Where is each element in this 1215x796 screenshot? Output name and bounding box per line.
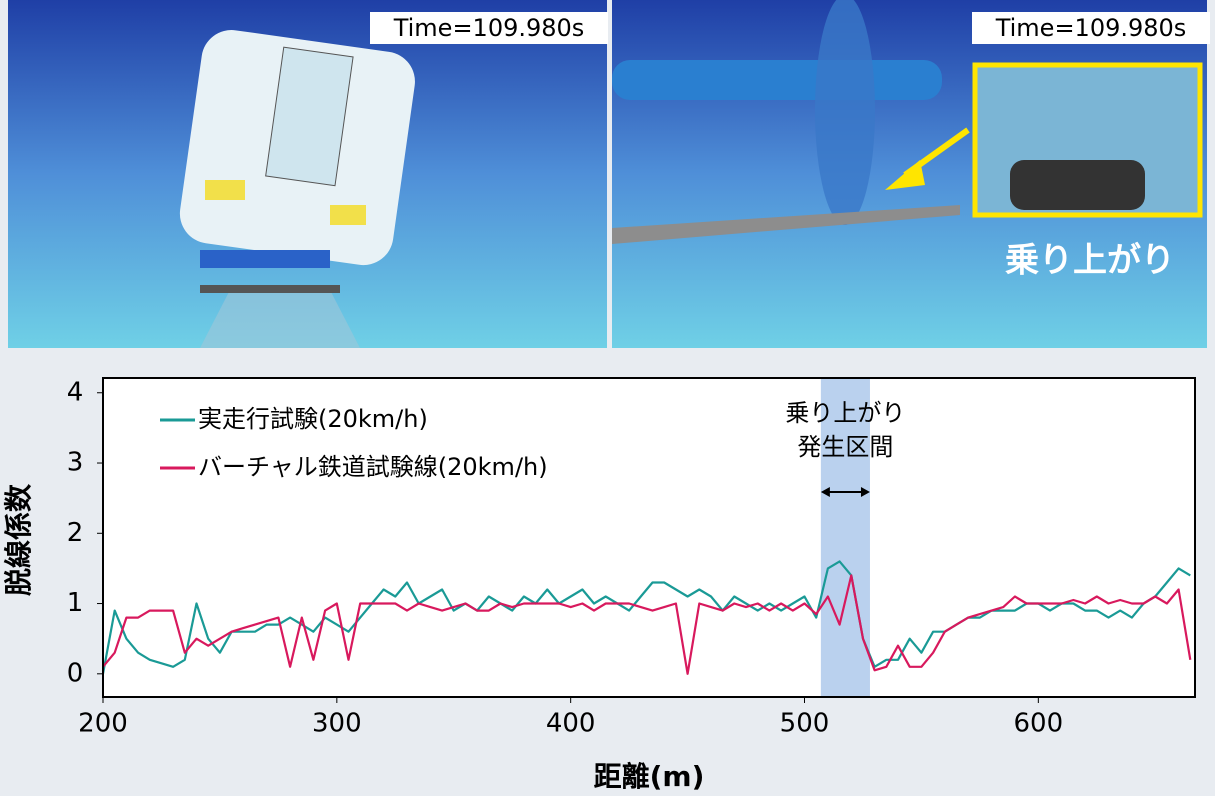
x-tick-label: 200 bbox=[78, 709, 128, 739]
legend-label: 実走行試験(20km/h) bbox=[198, 405, 428, 433]
y-tick-label: 1 bbox=[67, 588, 84, 618]
x-tick-label: 400 bbox=[546, 709, 596, 739]
simulation-right: 乗り上がり bbox=[612, 0, 1207, 348]
x-axis-label: 距離(m) bbox=[594, 760, 705, 793]
legend-label: バーチャル鉄道試験線(20km/h) bbox=[198, 453, 548, 481]
y-tick-label: 4 bbox=[67, 377, 84, 407]
time-label: Time=109.980s bbox=[995, 14, 1187, 42]
annotation: 乗り上がり bbox=[785, 399, 905, 427]
y-axis-label: 脱線係数 bbox=[2, 483, 35, 596]
caption: 乗り上がり bbox=[1005, 241, 1175, 281]
simulation-left bbox=[8, 0, 607, 348]
y-tick-label: 2 bbox=[67, 518, 84, 548]
page: 乗り上がり Time=109.980s Time=109.980s 距離(m) … bbox=[0, 0, 1215, 796]
y-tick-label: 3 bbox=[67, 448, 84, 478]
time-label: Time=109.980s bbox=[393, 14, 585, 42]
annotation: 発生区間 bbox=[797, 433, 893, 461]
x-tick-label: 300 bbox=[312, 709, 362, 739]
x-tick-label: 600 bbox=[1014, 709, 1064, 739]
y-tick-label: 0 bbox=[67, 658, 84, 688]
figure: 乗り上がり Time=109.980s Time=109.980s 距離(m) … bbox=[0, 0, 1215, 796]
x-tick-label: 500 bbox=[780, 709, 830, 739]
